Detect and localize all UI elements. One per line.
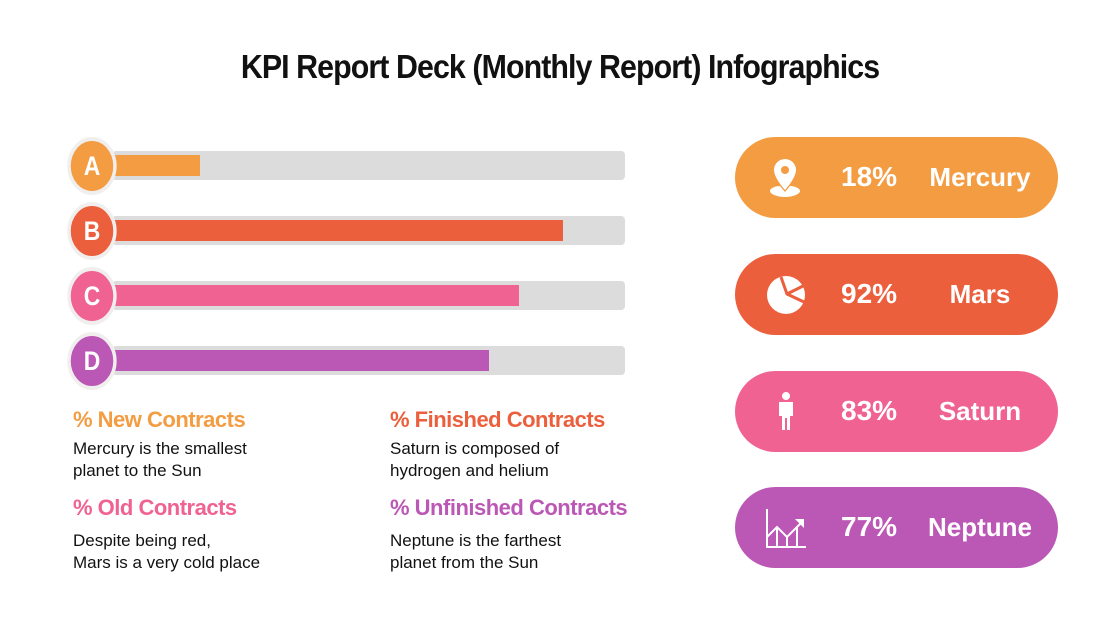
bar-d <box>112 350 490 371</box>
bar-b <box>112 220 563 241</box>
bar-label-c: C <box>67 267 117 325</box>
kpi-percent: 18% <box>841 161 898 192</box>
kpi-pill-neptune: 77% Neptune <box>735 487 1058 568</box>
person-icon <box>779 392 793 430</box>
kpi-pill-mars: 92% Mars <box>735 254 1058 335</box>
kpi-percent: 83% <box>841 395 898 426</box>
legend-text-new: Mercury is the smallest planet to the Sun <box>73 438 247 482</box>
legend-line: Saturn is composed of <box>390 439 560 458</box>
growth-chart-icon <box>766 509 806 548</box>
pie-chart-icon <box>767 276 805 314</box>
legend-heading-old: % Old Contracts <box>73 495 237 520</box>
bar-label-b: B <box>67 202 117 260</box>
bar-c <box>112 285 519 306</box>
kpi-name: Saturn <box>938 396 1022 426</box>
bar-track-c <box>112 281 625 310</box>
legend-line: Mercury is the smallest <box>73 439 247 458</box>
kpi-percent: 77% <box>841 511 898 542</box>
legend-line: Despite being red, <box>73 531 211 550</box>
kpi-name: Mercury <box>929 162 1031 192</box>
bar-label-d: D <box>67 332 117 390</box>
bar-track-a <box>112 151 625 180</box>
legend-line: Neptune is the farthest <box>390 531 562 550</box>
legend-heading-new: % New Contracts <box>73 407 246 432</box>
bar-track-d <box>112 346 625 375</box>
kpi-name: Mars <box>949 279 1011 309</box>
legend-line: planet from the Sun <box>390 553 539 572</box>
bar-track-b <box>112 216 625 245</box>
legend-line: planet to the Sun <box>73 461 202 480</box>
bar-label-a: A <box>67 137 117 195</box>
legend-line: hydrogen and helium <box>390 461 549 480</box>
kpi-pill-saturn: 83% Saturn <box>735 371 1058 452</box>
legend-heading-finished: % Finished Contracts <box>390 407 605 432</box>
legend-text-unfinished: Neptune is the farthest planet from the S… <box>390 530 561 574</box>
legend-text-old: Despite being red, Mars is a very cold pl… <box>73 530 260 574</box>
page-title: KPI Report Deck (Monthly Report) Infogra… <box>240 48 880 85</box>
legend-heading-unfinished: % Unfinished Contracts <box>390 495 628 520</box>
kpi-name: Neptune <box>928 512 1032 542</box>
legend-text-finished: Saturn is composed of hydrogen and helium <box>390 438 559 482</box>
location-pin-icon <box>770 159 800 197</box>
bar-a <box>112 155 201 176</box>
legend-line: Mars is a very cold place <box>73 553 261 572</box>
kpi-pill-mercury: 18% Mercury <box>735 137 1058 218</box>
kpi-percent: 92% <box>841 278 898 309</box>
